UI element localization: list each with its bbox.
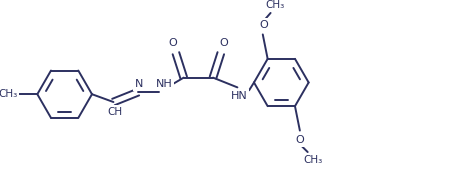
- Text: HN: HN: [231, 91, 248, 101]
- Text: CH₃: CH₃: [266, 0, 285, 10]
- Text: O: O: [219, 38, 228, 48]
- Text: CH₃: CH₃: [0, 89, 18, 99]
- Text: N: N: [135, 79, 143, 89]
- Text: CH₃: CH₃: [303, 155, 322, 165]
- Text: CH: CH: [107, 107, 122, 117]
- Text: NH: NH: [156, 79, 173, 89]
- Text: O: O: [169, 38, 177, 48]
- Text: O: O: [295, 135, 304, 145]
- Text: O: O: [259, 20, 268, 30]
